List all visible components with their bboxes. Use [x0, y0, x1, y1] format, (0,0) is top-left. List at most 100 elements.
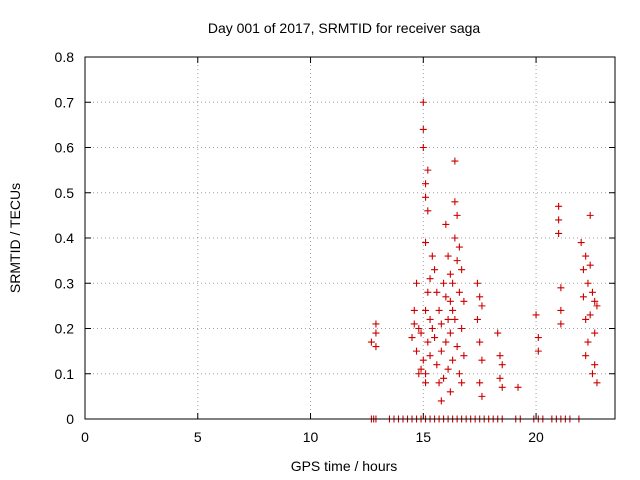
data-point: [455, 288, 463, 296]
x-tick-label: 15: [416, 429, 432, 445]
data-point: [446, 297, 454, 305]
data-point: [417, 365, 425, 373]
chart-title: Day 001 of 2017, SRMTID for receiver sag…: [208, 20, 481, 36]
data-point: [593, 379, 601, 387]
data-point: [422, 180, 430, 188]
data-point: [446, 329, 454, 337]
data-point: [478, 356, 486, 364]
data-point: [582, 252, 590, 260]
data-point: [579, 266, 587, 274]
data-point: [453, 211, 461, 219]
data-point: [586, 261, 594, 269]
x-tick-label: 10: [303, 429, 319, 445]
data-point: [557, 284, 565, 292]
data-point: [577, 239, 585, 247]
data-point: [451, 198, 459, 206]
data-point: [424, 166, 432, 174]
data-point: [433, 288, 441, 296]
data-point: [455, 370, 463, 378]
data-point: [458, 379, 466, 387]
data-point: [476, 338, 484, 346]
data-point: [458, 266, 466, 274]
data-point: [582, 352, 590, 360]
data-point: [446, 388, 454, 396]
data-point: [586, 311, 594, 319]
data-point: [419, 144, 427, 151]
data-point: [442, 338, 450, 346]
tick-layer: 0 0.1 0.2 0.3 0.4 0.5 0.6 0.7 0.8 0 5 10 15 20: [55, 49, 615, 445]
data-point: [591, 329, 599, 337]
data-point: [451, 234, 459, 242]
data-point: [449, 306, 457, 314]
data-point: [426, 275, 434, 283]
data-point: [579, 293, 587, 301]
data-point: [415, 325, 423, 332]
data-point: [446, 270, 454, 278]
data-point: [442, 293, 450, 301]
y-tick-label: 0.1: [55, 366, 75, 382]
data-point: [437, 397, 445, 405]
data-point: [422, 379, 430, 387]
data-point: [555, 229, 563, 237]
data-point: [588, 370, 596, 378]
data-point: [555, 202, 563, 210]
data-point: [498, 383, 506, 391]
data-point: [413, 347, 421, 355]
x-tick-label: 20: [528, 429, 544, 445]
data-point: [419, 98, 427, 106]
data-point: [584, 338, 592, 346]
plot-frame: [84, 56, 616, 420]
data-point: [458, 325, 466, 332]
data-point: [422, 306, 430, 314]
x-tick-label: 5: [194, 429, 202, 445]
data-point: [498, 361, 506, 369]
data-point: [593, 302, 601, 310]
data-point: [437, 347, 445, 355]
data-point: [476, 293, 484, 301]
data-point: [428, 325, 436, 332]
y-axis-label: SRMTID / TECUs: [7, 183, 23, 293]
data-point: [496, 352, 504, 360]
data-point: [476, 379, 484, 387]
data-point: [588, 288, 596, 296]
data-point: [444, 315, 452, 323]
grid-layer: [85, 57, 615, 419]
data-point: [451, 315, 459, 323]
data-point: [424, 338, 432, 346]
data-point: [424, 288, 432, 296]
data-point: [555, 216, 563, 224]
data-point: [496, 374, 504, 382]
data-point: [584, 279, 592, 287]
data-point: [435, 379, 443, 387]
data-point: [372, 343, 380, 351]
data-point: [586, 211, 594, 219]
data-point: [372, 320, 380, 328]
data-point: [557, 306, 565, 314]
y-tick-label: 0.5: [55, 185, 75, 201]
data-point: [444, 365, 452, 373]
data-point: [426, 352, 434, 360]
y-tick-label: 0.8: [55, 49, 75, 65]
data-point: [455, 243, 463, 251]
data-point: [367, 338, 375, 346]
data-point: [591, 361, 599, 369]
data-point: [437, 320, 445, 328]
data-point: [422, 370, 430, 378]
x-axis-label: GPS time / hours: [291, 458, 398, 474]
data-point: [415, 370, 423, 378]
data-point: [433, 361, 441, 369]
data-point: [419, 125, 427, 133]
data-point: [442, 220, 450, 228]
data-point: [460, 352, 468, 360]
data-point: [431, 334, 439, 342]
data-point: [514, 383, 522, 391]
data-point: [534, 347, 542, 355]
data-point: [494, 329, 502, 337]
data-point: [435, 306, 443, 314]
data-point: [426, 315, 434, 323]
data-point: [440, 374, 448, 382]
y-tick-label: 0.6: [55, 140, 75, 156]
data-point: [582, 315, 590, 323]
data-point: [449, 279, 457, 287]
